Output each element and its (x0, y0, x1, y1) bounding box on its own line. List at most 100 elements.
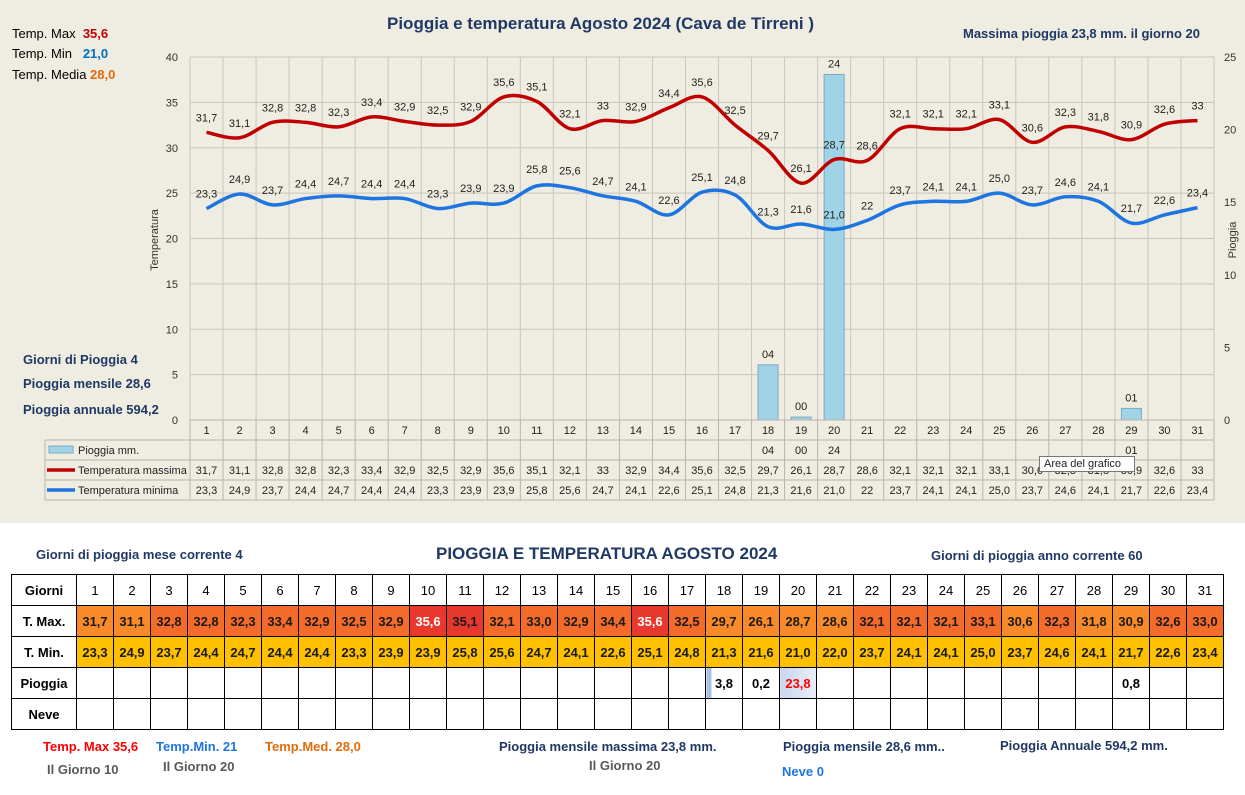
tmin-point-label: 21,0 (823, 209, 844, 221)
table-value: 33 (1191, 465, 1203, 477)
table-cell (76, 698, 114, 730)
tmin-point-label: 21,6 (790, 204, 811, 216)
table-value: 23,3 (427, 485, 448, 497)
table-value: 21,7 (1121, 485, 1142, 497)
table-cell (76, 667, 114, 699)
table-cell: 1 (76, 574, 114, 606)
table-value: 23,7 (889, 485, 910, 497)
table-cell (557, 698, 595, 730)
rain-bar-label: 01 (1125, 392, 1137, 404)
tmin-point-label: 24,7 (592, 176, 613, 188)
chart-area[interactable]: 0 5 10 15 20 25 30 35 40 0 5 10 15 20 25 Temperatura Pio… (0, 0, 1245, 523)
y-tick-label: 10 (166, 324, 178, 336)
y-tick-label: 15 (166, 279, 178, 291)
tmin-point-label: 23,7 (889, 185, 910, 197)
tmin-point-label: 25,1 (691, 172, 712, 184)
table-cell: 32,1 (890, 605, 928, 637)
table-cell (483, 667, 521, 699)
table-cell: 23,7 (1001, 636, 1039, 668)
table-cell (1149, 667, 1187, 699)
table-cell (1149, 698, 1187, 730)
tmax-point-label: 32,5 (724, 105, 745, 117)
table-value: 24,9 (229, 485, 250, 497)
table-value: 22,6 (658, 485, 679, 497)
row-snow: Neve (11, 698, 1224, 730)
table-value: 23,9 (493, 485, 514, 497)
row-label: T. Min. (11, 636, 77, 668)
table-cell (113, 667, 151, 699)
table-cell: 22,6 (594, 636, 632, 668)
table-cell (927, 698, 965, 730)
table-cell: 9 (372, 574, 410, 606)
table-cell: 23,3 (335, 636, 373, 668)
tmin-point-label: 24,8 (724, 175, 745, 187)
x-tick-label: 19 (795, 425, 807, 437)
table-cell (1075, 667, 1113, 699)
tmin-point-label: 24,4 (361, 179, 382, 191)
tmax-point-label: 32,1 (559, 109, 580, 121)
table-cell (1186, 698, 1224, 730)
x-tick-label: 12 (564, 425, 576, 437)
tmin-point-label: 25,8 (526, 164, 547, 176)
table-value: 24,7 (592, 485, 613, 497)
table-value: 31,7 (196, 465, 217, 477)
table-value: 32,5 (427, 465, 448, 477)
table-cell: 32,1 (853, 605, 891, 637)
y2-tick-label: 20 (1224, 125, 1236, 137)
table-cell: 32,3 (1038, 605, 1076, 637)
rain-bar-label: 24 (828, 58, 840, 70)
table-value: 24 (828, 445, 840, 457)
table-cell: 20 (779, 574, 817, 606)
table-value: 29,7 (757, 465, 778, 477)
table-value: 25,6 (559, 485, 580, 497)
table-cell: 29,7 (705, 605, 743, 637)
tmax-point-label: 32,8 (295, 102, 316, 114)
row-tmin: T. Min. 23,3 24,9 23,7 24,4 24,7 24,4 24,4 23,3 2… (11, 636, 1224, 668)
table-cell (335, 667, 373, 699)
x-tick-label: 31 (1191, 425, 1203, 437)
rain-bar-label: 00 (795, 401, 807, 413)
footer-temp-min: Temp.Min. 21 (156, 739, 238, 754)
legend-key-rain (48, 445, 74, 454)
tmin-point-label: 22,6 (1154, 195, 1175, 207)
table-value: 23,9 (460, 485, 481, 497)
chart-tooltip: Area del grafico (1039, 456, 1135, 472)
table-cell (594, 698, 632, 730)
tmin-point-label: 22 (861, 200, 873, 212)
table-cell: 30,6 (1001, 605, 1039, 637)
table-value: 28,7 (823, 465, 844, 477)
tmax-point-label: 28,7 (823, 140, 844, 152)
table-cell: 17 (668, 574, 706, 606)
y-tick-label: 5 (172, 370, 178, 382)
tmin-point-label: 23,7 (262, 185, 283, 197)
tmax-point-label: 28,6 (856, 140, 877, 152)
table-value: 00 (795, 445, 807, 457)
footer-giorno-min: Il Giorno 20 (163, 759, 235, 774)
table-cell (409, 698, 447, 730)
tmin-point-label: 24,4 (295, 179, 316, 191)
table-cell (187, 667, 225, 699)
tmin-point-label: 23,7 (1022, 185, 1043, 197)
table-cell (1038, 667, 1076, 699)
x-tick-label: 26 (1026, 425, 1038, 437)
temp-max-value: 35,6 (82, 26, 109, 41)
tmax-point-label: 35,6 (493, 77, 514, 89)
y-tick-label: 30 (166, 143, 178, 155)
table-cell: 16 (631, 574, 669, 606)
table-value: 24,1 (923, 485, 944, 497)
rain-bar (823, 73, 845, 421)
table-cell (150, 667, 188, 699)
table-cell: 23,9 (409, 636, 447, 668)
x-tick-label: 22 (894, 425, 906, 437)
table-value: 24,1 (956, 485, 977, 497)
table-value: 24,7 (328, 485, 349, 497)
table-cell: 28,6 (816, 605, 854, 637)
table-cell (520, 698, 558, 730)
table-cell: 5 (224, 574, 262, 606)
temp-min-label: Temp. Min (12, 46, 72, 61)
tmin-point-label: 24,1 (625, 181, 646, 193)
table-value: 32,9 (625, 465, 646, 477)
table-cell: 7 (298, 574, 336, 606)
table-value: 32,6 (1154, 465, 1175, 477)
table-value: 21,6 (790, 485, 811, 497)
